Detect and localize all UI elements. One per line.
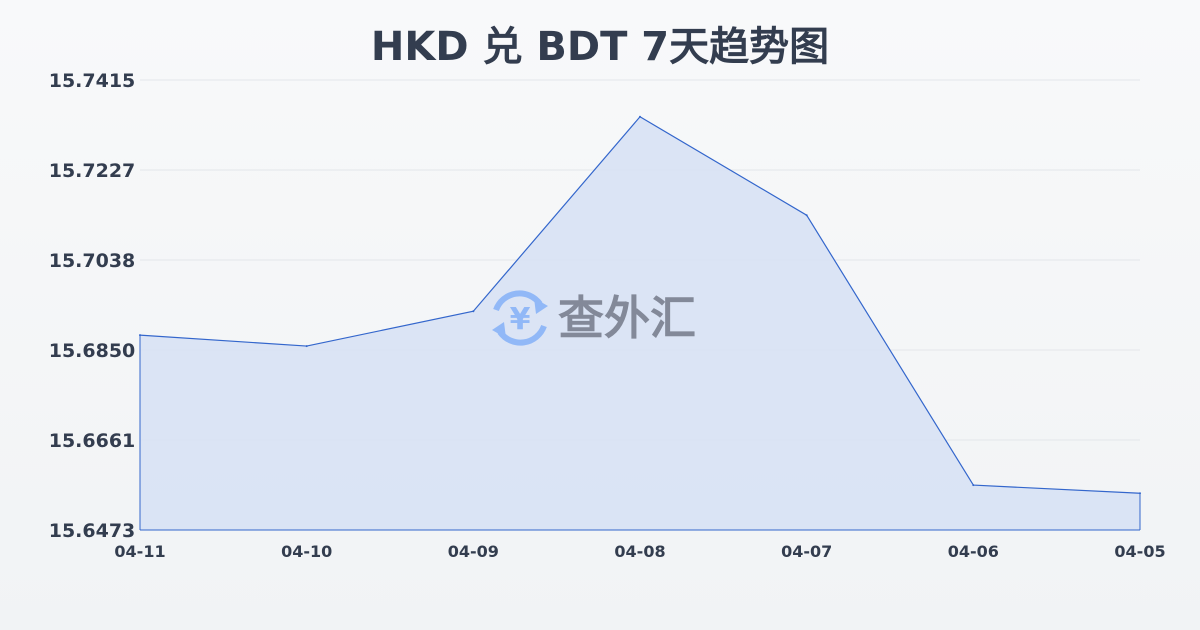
x-tick-label: 04-05 bbox=[1114, 542, 1165, 561]
data-point bbox=[305, 345, 308, 348]
x-tick-label: 04-11 bbox=[114, 542, 165, 561]
data-point bbox=[139, 334, 141, 337]
y-tick-label: 15.6473 bbox=[49, 520, 136, 542]
yen-exchange-icon: ¥ bbox=[492, 290, 548, 346]
data-point bbox=[972, 484, 975, 487]
x-tick-label: 04-09 bbox=[448, 542, 499, 561]
y-tick-label: 15.7038 bbox=[49, 250, 136, 272]
svg-text:¥: ¥ bbox=[510, 302, 531, 337]
x-tick-label: 04-07 bbox=[781, 542, 832, 561]
watermark: ¥ 查外汇 bbox=[492, 290, 696, 346]
x-tick-label: 04-06 bbox=[948, 542, 999, 561]
data-point bbox=[1139, 492, 1141, 495]
y-tick-label: 15.7227 bbox=[49, 160, 136, 182]
data-point bbox=[472, 310, 475, 313]
chart-title: HKD 兑 BDT 7天趋势图 bbox=[371, 24, 829, 70]
watermark-text: 查外汇 bbox=[558, 291, 696, 345]
data-point bbox=[639, 115, 641, 118]
y-tick-label: 15.7415 bbox=[49, 70, 136, 92]
x-tick-label: 04-10 bbox=[281, 542, 332, 561]
y-tick-label: 15.6850 bbox=[49, 340, 136, 362]
area-fill bbox=[140, 116, 1140, 530]
data-point bbox=[805, 214, 808, 217]
y-tick-label: 15.6661 bbox=[49, 430, 136, 452]
x-tick-label: 04-08 bbox=[614, 542, 665, 561]
